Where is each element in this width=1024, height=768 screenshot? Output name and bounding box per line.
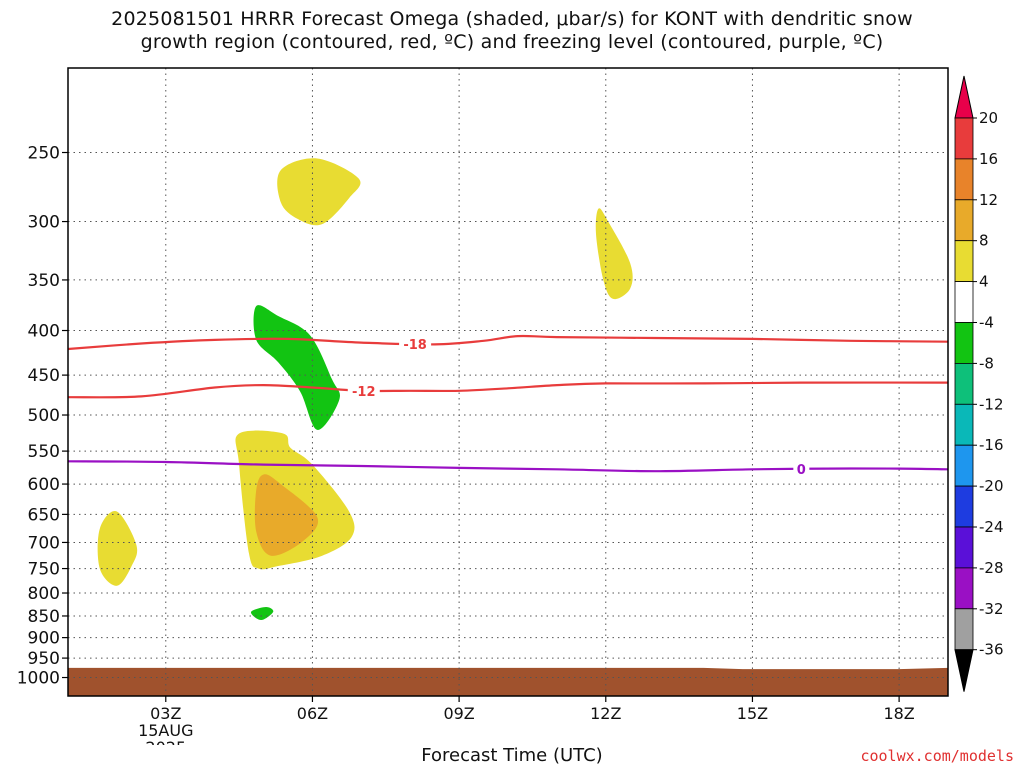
ground-surface <box>68 667 948 696</box>
y-tick-label-750: 750 <box>28 560 60 580</box>
contour-label--12: -12 <box>352 385 376 400</box>
x-sublabel-15AUG: 15AUG <box>138 721 193 740</box>
colorbar-segment-6 <box>954 322 974 364</box>
chart-title: 2025081501 HRRR Forecast Omega (shaded, … <box>0 8 1024 54</box>
colorbar-segment-7 <box>954 362 974 405</box>
time-axis: 03Z15AUG2025 06Z 09Z 12Z 15Z 18Z <box>138 696 915 745</box>
colorbar-label-8: 8 <box>979 232 989 250</box>
colorbar-label--32: -32 <box>979 600 1004 618</box>
y-tick-label-650: 650 <box>28 505 60 525</box>
colorbar-segment-13 <box>954 608 974 651</box>
colorbar-label--12: -12 <box>979 395 1004 413</box>
y-tick-label-250: 250 <box>28 144 60 164</box>
colorbar-segment-3 <box>954 199 974 242</box>
colorbar-segment-9 <box>954 444 974 487</box>
contour-line-0 <box>67 460 949 473</box>
colorbar-label--36: -36 <box>979 641 1004 659</box>
colorbar-label-4: 4 <box>979 273 989 291</box>
omega-region-7 <box>250 607 274 620</box>
source-credit: coolwx.com/models <box>860 747 1014 765</box>
y-tick-label-550: 550 <box>28 442 60 462</box>
contour-label-bg--18 <box>399 336 432 351</box>
plot-frame <box>67 67 949 697</box>
colorbar-label--28: -28 <box>979 559 1004 577</box>
contour-label-bg--12 <box>347 383 380 398</box>
omega-shaded-regions <box>97 158 633 620</box>
y-tick-label-400: 400 <box>28 322 60 342</box>
x-tick-label-06Z: 06Z <box>297 704 328 723</box>
x-tick-label-12Z: 12Z <box>590 704 621 723</box>
x-sublabel-2025: 2025 <box>145 738 186 745</box>
colorbar-segment-11 <box>954 526 974 569</box>
y-tick-label-900: 900 <box>28 629 60 649</box>
pressure-axis: 2503003504004505005506006507007508008509… <box>17 144 68 689</box>
colorbar-segment-10 <box>954 485 974 528</box>
contour-label-bg-0 <box>793 461 810 476</box>
colorbar-segment-5 <box>954 281 974 323</box>
omega-time-height-chart: -18 -12 0 250 300 350 400 450 500 550 600 650 700 75… <box>17 67 1004 745</box>
x-tick-label-09Z: 09Z <box>443 704 474 723</box>
colorbar-label--8: -8 <box>979 354 994 372</box>
colorbar: 20 16 12 8 4 -4 -8 -12 -16 -20 -24 -28 -32 -36 <box>954 75 1004 692</box>
colorbar-label--20: -20 <box>979 477 1004 495</box>
omega-region-2 <box>595 208 633 300</box>
omega-region-6 <box>97 511 138 586</box>
colorbar-segment-12 <box>954 567 974 610</box>
contour-label-0: 0 <box>797 463 806 478</box>
y-tick-label-700: 700 <box>28 533 60 553</box>
colorbar-bottom-arrow <box>954 649 974 692</box>
title-line-1: 2025081501 HRRR Forecast Omega (shaded, … <box>111 8 913 30</box>
colorbar-label--16: -16 <box>979 436 1004 454</box>
colorbar-segment-1 <box>954 117 974 160</box>
temperature-contours: -18 -12 0 <box>67 334 949 478</box>
omega-region-1 <box>277 158 361 226</box>
colorbar-label-16: 16 <box>979 150 998 168</box>
y-tick-label-600: 600 <box>28 475 60 495</box>
omega-region-3 <box>253 305 340 430</box>
colorbar-segment-2 <box>954 158 974 201</box>
y-tick-label-300: 300 <box>28 213 60 233</box>
colorbar-segment-4 <box>954 240 974 282</box>
y-tick-label-1000: 1000 <box>17 669 60 689</box>
y-tick-label-800: 800 <box>28 584 60 604</box>
grid-lines <box>68 68 948 696</box>
y-tick-label-350: 350 <box>28 271 60 291</box>
colorbar-label-20: 20 <box>979 109 998 127</box>
x-tick-label-03Z: 03Z <box>150 704 181 723</box>
title-line-2: growth region (contoured, red, ºC) and f… <box>140 31 884 53</box>
ground-layer <box>68 667 948 696</box>
y-tick-label-950: 950 <box>28 649 60 669</box>
colorbar-label-12: 12 <box>979 191 998 209</box>
colorbar-label--4: -4 <box>979 314 994 332</box>
colorbar-top-arrow <box>954 75 974 119</box>
x-tick-label-15Z: 15Z <box>737 704 768 723</box>
omega-region-5 <box>254 474 319 556</box>
colorbar-label--24: -24 <box>979 518 1004 536</box>
x-axis-label: Forecast Time (UTC) <box>421 745 603 766</box>
contour-label--18: -18 <box>403 338 427 353</box>
y-tick-label-500: 500 <box>28 406 60 426</box>
x-tick-label-18Z: 18Z <box>883 704 914 723</box>
contour-line--12 <box>67 381 949 399</box>
colorbar-segment-8 <box>954 403 974 446</box>
contour-line--18 <box>67 334 949 351</box>
y-tick-label-850: 850 <box>28 607 60 627</box>
y-tick-label-450: 450 <box>28 366 60 386</box>
